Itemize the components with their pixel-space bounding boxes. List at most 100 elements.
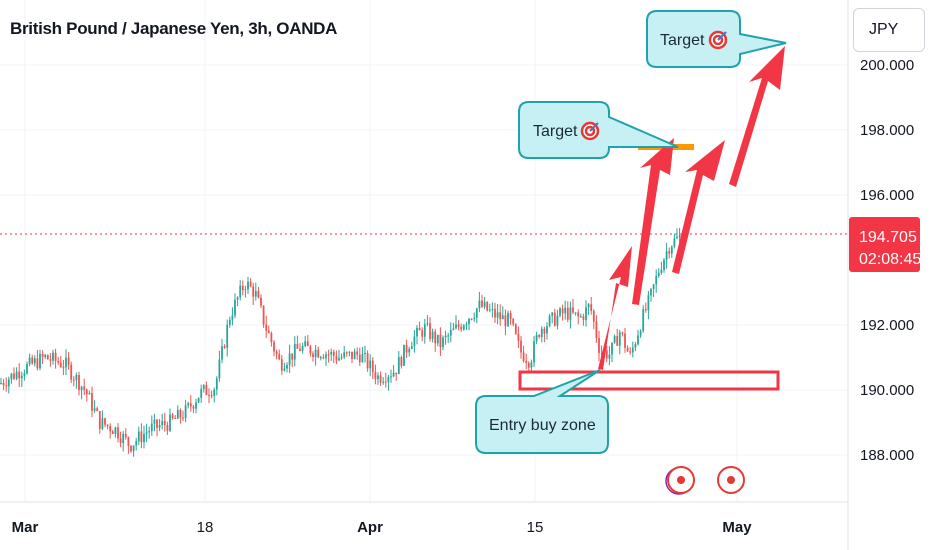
candle-body [322, 357, 325, 359]
candle-body [364, 352, 366, 355]
candle-body [517, 333, 520, 341]
candle-body [652, 284, 655, 289]
candle-body [36, 358, 39, 369]
currency-button[interactable]: JPY [853, 8, 925, 52]
candle-body [215, 378, 218, 390]
candle-body [192, 406, 195, 409]
candle-body [390, 376, 392, 378]
candle-body [525, 361, 528, 363]
candle-body [348, 351, 351, 353]
candle-body [587, 304, 590, 308]
candle-body [306, 341, 309, 347]
candle-body [494, 308, 496, 318]
x-axis[interactable]: Mar 18 Apr 15 May [12, 519, 753, 536]
entry-callout[interactable]: Entry buy zone [475, 369, 609, 454]
candle-body [114, 427, 117, 434]
candle-body [426, 323, 429, 325]
entry-label: Entry buy zone [489, 417, 596, 434]
candle-body [163, 420, 166, 426]
arrow-2 [632, 138, 674, 305]
candle-body [345, 352, 348, 354]
candle-body [104, 418, 106, 425]
candle-body [650, 288, 652, 296]
candle-body [618, 332, 621, 346]
candle-body [288, 353, 291, 366]
candle-body [161, 420, 164, 425]
candle-body [234, 299, 236, 316]
candle-body [236, 297, 239, 300]
candle-body [213, 389, 216, 396]
candle-body [410, 346, 413, 349]
candle-body [338, 357, 340, 361]
arrows[interactable] [598, 46, 785, 370]
candle-body [577, 312, 580, 317]
candle-body [626, 347, 629, 352]
candle-body [403, 344, 405, 366]
x-tick-label: Mar [12, 519, 39, 536]
candle-body [611, 342, 613, 355]
y-axis[interactable]: 200.000 198.000 196.000 192.000 190.000 188.0… [860, 57, 914, 464]
candle-body [392, 372, 395, 377]
candle-body [605, 350, 608, 359]
candle-body [28, 357, 31, 365]
candle-body [442, 337, 444, 348]
candle-body [293, 343, 296, 360]
candle-body [665, 251, 668, 260]
candle-body [228, 319, 231, 325]
candle-body [598, 337, 600, 353]
candle-body [546, 326, 548, 334]
candle-body [270, 333, 273, 343]
candle-body [189, 403, 192, 407]
candle-body [475, 308, 478, 318]
candle-body [98, 411, 101, 429]
candle-body [218, 359, 221, 379]
candle-body [566, 307, 569, 320]
target-label-upper: Target [660, 32, 705, 49]
candle-body [374, 371, 377, 380]
candle-body [629, 351, 632, 353]
candle-body [429, 323, 431, 339]
entry-zone-box[interactable] [518, 370, 780, 391]
candle-body [247, 281, 249, 290]
target-callout-upper[interactable]: Target [646, 10, 787, 68]
candle-body [332, 351, 335, 357]
candle-body [301, 346, 304, 351]
target-callout-lower[interactable]: Target [518, 101, 679, 159]
candle-body [462, 325, 465, 330]
event-icon-1[interactable] [665, 466, 695, 495]
x-tick-label: 15 [527, 519, 544, 536]
candle-body [353, 351, 356, 360]
candle-body [275, 351, 278, 355]
event-icon-2[interactable] [717, 466, 745, 494]
candle-body [592, 310, 595, 322]
candle-body [148, 431, 151, 433]
candle-body [423, 324, 426, 337]
candle-body [673, 238, 676, 247]
candle-body [57, 361, 60, 363]
target-icon-lower [580, 121, 600, 141]
candle-body [533, 341, 535, 363]
candle-body [668, 251, 671, 254]
candle-body [387, 377, 390, 383]
candle-body [273, 342, 275, 352]
candle-body [564, 307, 567, 314]
candle-body [299, 348, 301, 351]
candle-body [613, 336, 616, 343]
candle-body [67, 357, 70, 365]
candle-body [663, 259, 665, 270]
candle-body [637, 335, 639, 345]
candle-body [314, 349, 317, 358]
candle-body [447, 335, 450, 337]
candle-body [624, 333, 626, 348]
candle-body [205, 385, 208, 395]
candle-body [582, 316, 585, 320]
candle-body [483, 301, 486, 307]
candles [0, 227, 681, 457]
candle-body [509, 313, 512, 319]
candle-body [585, 307, 587, 320]
candle-body [470, 318, 473, 320]
candle-body [408, 348, 411, 353]
candle-body [122, 434, 125, 444]
candle-body [18, 371, 21, 379]
